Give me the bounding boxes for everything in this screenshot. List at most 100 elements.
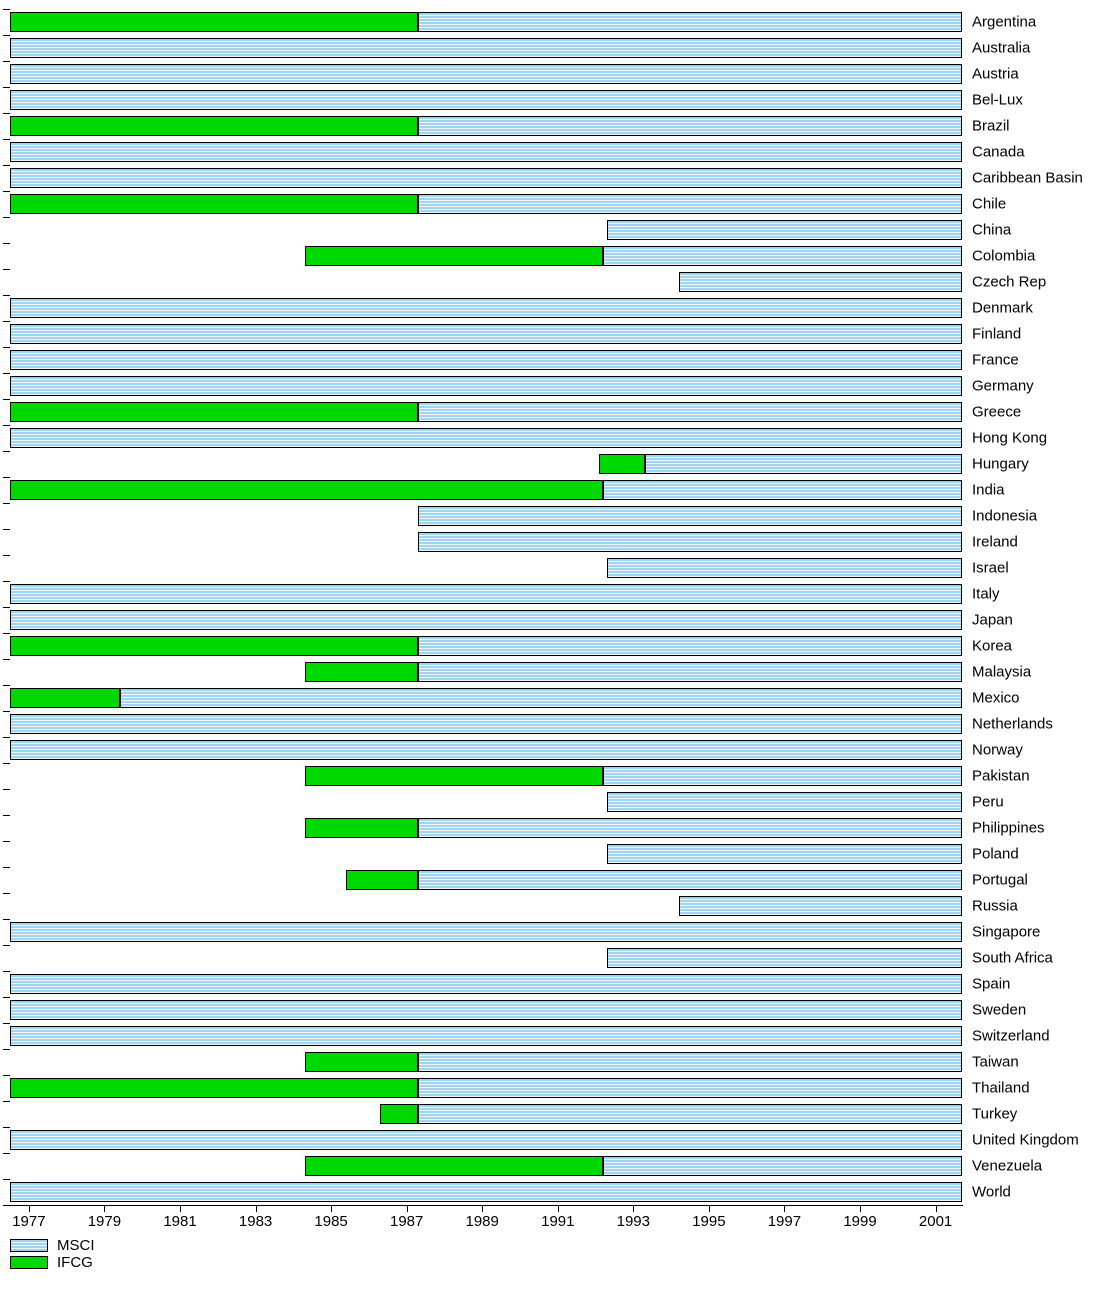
y-axis-tick (3, 139, 10, 140)
y-axis-tick (3, 399, 10, 400)
row-label: Norway (972, 741, 1023, 759)
y-axis-tick (3, 581, 10, 582)
row-label: Argentina (972, 13, 1037, 31)
row-label: Turkey (972, 1105, 1018, 1123)
y-axis-tick (3, 763, 10, 764)
bar-segment-msci (10, 90, 962, 110)
y-axis-tick (3, 633, 10, 634)
plot-area (10, 9, 962, 1205)
bar-segment-msci (418, 1078, 962, 1098)
bar-segment-msci (10, 922, 962, 942)
legend-item-ifcg: IFCG (10, 1254, 95, 1271)
x-axis-tick (860, 1206, 861, 1212)
bar-segment-msci (10, 1000, 962, 1020)
y-axis-tick (3, 1179, 10, 1180)
bar-segment-msci (10, 142, 962, 162)
y-axis-tick (3, 1101, 10, 1102)
bar-segment-msci (10, 376, 962, 396)
ifcg-swatch (10, 1256, 48, 1269)
bar-segment-msci (606, 792, 962, 812)
x-axis-tick (935, 1206, 937, 1212)
y-axis-tick (3, 451, 10, 452)
bar-segment-ifcg (304, 818, 418, 838)
y-axis-tick (3, 61, 10, 62)
x-tick-label: 1985 (314, 1213, 348, 1230)
row-label: Brazil (972, 117, 1010, 135)
x-tick-label: 1997 (767, 1213, 802, 1230)
row-label: China (972, 221, 1012, 239)
row-label: Indonesia (972, 507, 1038, 525)
bar-segment-msci (603, 1156, 962, 1176)
y-axis-tick (3, 269, 10, 270)
bar-segment-msci (10, 974, 962, 994)
bar-segment-msci (10, 1026, 962, 1046)
legend: MSCI IFCG (10, 1237, 95, 1273)
row-label: Bel-Lux (972, 91, 1023, 109)
bar-segment-msci (10, 350, 962, 370)
row-label: Czech Rep (972, 273, 1047, 291)
row-label: Peru (972, 793, 1004, 811)
bar-segment-msci (418, 636, 962, 656)
bar-segment-msci (418, 532, 962, 552)
y-axis-tick (3, 87, 10, 88)
row-label: Japan (972, 611, 1013, 629)
bar-segment-ifcg (10, 116, 418, 136)
bar-segment-msci (10, 610, 962, 630)
row-label: Mexico (972, 689, 1020, 707)
y-axis-tick (3, 35, 10, 36)
x-tick-label: 1993 (616, 1213, 650, 1230)
row-label: Hong Kong (972, 429, 1048, 447)
x-axis-tick (482, 1206, 484, 1212)
bar-segment-msci (418, 12, 962, 32)
row-label: Hungary (972, 455, 1029, 473)
x-axis-tick (557, 1206, 559, 1212)
x-axis-tick (104, 1206, 106, 1212)
bar-segment-msci (418, 116, 962, 136)
bar-segment-msci (418, 870, 962, 890)
x-tick-label: 2001 (918, 1213, 953, 1230)
bar-segment-msci (418, 194, 962, 214)
row-label: Ireland (972, 533, 1018, 551)
bar-segment-msci (10, 298, 962, 318)
y-axis-tick (3, 997, 10, 998)
row-label: Pakistan (972, 767, 1030, 785)
row-label: Canada (972, 143, 1025, 161)
bar-segment-msci (10, 584, 962, 604)
bar-segment-ifcg (10, 1078, 418, 1098)
bar-segment-msci (606, 558, 962, 578)
bar-segment-ifcg (10, 636, 418, 656)
bar-segment-msci (418, 818, 962, 838)
y-axis-tick (3, 9, 10, 10)
y-axis-tick (3, 1049, 10, 1050)
bar-segment-msci (644, 454, 962, 474)
y-axis-tick (3, 529, 10, 530)
x-axis-tick (180, 1206, 181, 1212)
bar-segment-msci (678, 896, 962, 916)
legend-label-msci: MSCI (57, 1237, 95, 1254)
x-axis-tick (633, 1206, 635, 1212)
y-axis-tick (3, 373, 10, 374)
bar-segment-msci (418, 662, 962, 682)
row-label: Singapore (972, 923, 1041, 941)
y-axis-tick (3, 295, 10, 296)
row-label: Poland (972, 845, 1019, 863)
row-label: Greece (972, 403, 1022, 421)
y-axis-tick (3, 191, 10, 192)
row-label: Venezuela (972, 1157, 1043, 1175)
y-axis-tick (3, 737, 10, 738)
x-axis-tick (255, 1206, 257, 1212)
bar-segment-msci (678, 272, 962, 292)
y-axis-tick (3, 347, 10, 348)
bar-segment-ifcg (304, 662, 418, 682)
bar-segment-ifcg (380, 1104, 418, 1124)
y-axis-tick (3, 789, 10, 790)
y-axis-tick (3, 1205, 10, 1206)
bar-segment-msci (10, 168, 962, 188)
x-axis-tick (708, 1206, 710, 1212)
row-label: Malaysia (972, 663, 1032, 681)
bar-segment-msci (10, 1130, 962, 1150)
legend-label-ifcg: IFCG (57, 1254, 93, 1271)
y-axis-tick (3, 919, 10, 920)
bar-segment-ifcg (10, 480, 604, 500)
